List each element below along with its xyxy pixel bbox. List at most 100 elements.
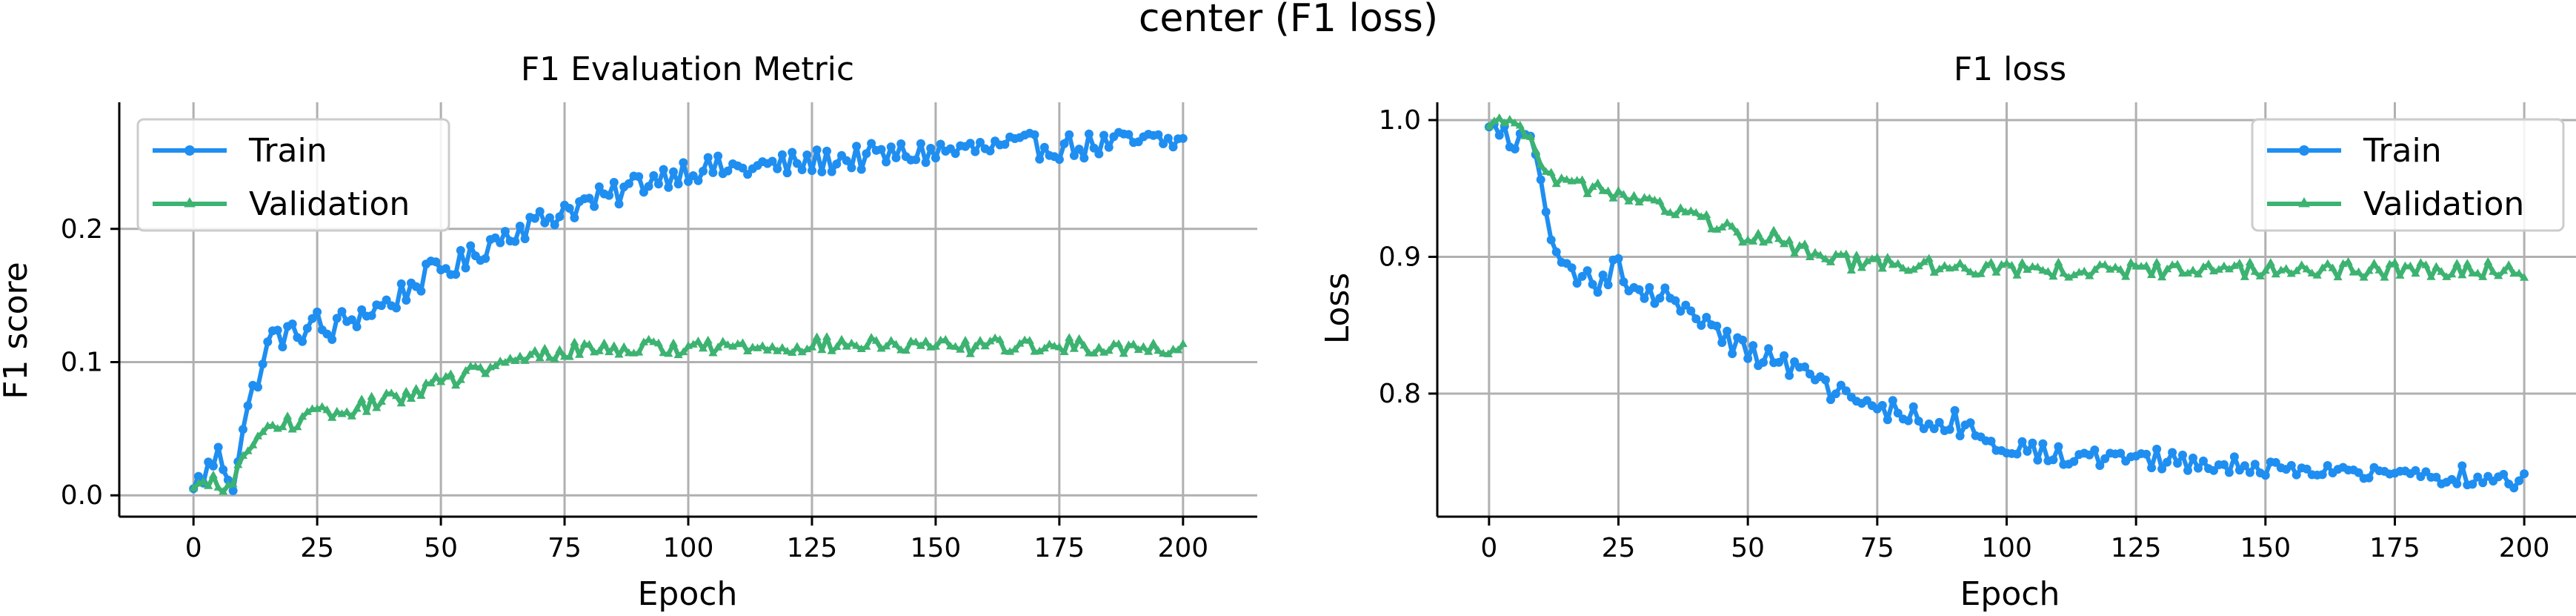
data-point xyxy=(792,159,802,168)
data-point xyxy=(332,406,342,415)
data-point xyxy=(1893,259,1903,267)
data-point xyxy=(2100,260,2110,268)
data-point xyxy=(2369,259,2379,267)
data-point xyxy=(298,411,307,420)
data-point xyxy=(1054,342,1064,351)
data-point xyxy=(797,165,807,174)
data-point xyxy=(1707,224,1717,233)
series-validation xyxy=(1484,113,2529,281)
data-point xyxy=(832,342,842,351)
data-point xyxy=(1877,400,1887,410)
data-point xyxy=(2400,261,2410,270)
data-point xyxy=(713,151,723,161)
data-point xyxy=(1691,208,1701,216)
data-point xyxy=(921,336,931,345)
data-point xyxy=(1826,395,1835,405)
data-point xyxy=(357,305,367,314)
x-tick-label: 50 xyxy=(424,533,458,563)
data-point xyxy=(2520,273,2529,281)
data-point xyxy=(614,199,624,209)
data-point xyxy=(213,443,223,452)
data-point xyxy=(243,446,253,454)
data-point xyxy=(1660,207,1670,215)
data-point xyxy=(1603,186,1613,194)
data-point xyxy=(2421,260,2431,268)
data-point xyxy=(1084,129,1094,139)
data-point xyxy=(1676,306,1685,316)
data-point xyxy=(466,241,476,251)
f1-metric-axes: F1 Evaluation Metric 0 25 50 75 100 125 150 175… xyxy=(0,50,1257,613)
data-point xyxy=(2080,266,2089,275)
data-point xyxy=(931,153,940,163)
y-tick-label: 0.8 xyxy=(1379,379,1421,409)
data-point xyxy=(1671,296,1680,305)
data-point xyxy=(1650,195,1660,204)
data-point xyxy=(965,139,975,148)
data-point xyxy=(2173,259,2183,268)
data-point xyxy=(362,407,371,415)
data-point xyxy=(1629,191,1639,199)
data-point xyxy=(1593,178,1602,187)
data-point xyxy=(2333,272,2343,281)
data-point xyxy=(2168,448,2177,457)
data-point xyxy=(1614,254,1623,263)
data-point xyxy=(283,411,293,420)
data-point xyxy=(1697,321,1706,330)
data-point xyxy=(1079,153,1089,163)
data-point xyxy=(416,286,426,296)
data-point xyxy=(1950,405,1960,415)
data-point xyxy=(1780,239,1789,248)
data-point xyxy=(1163,133,1173,143)
data-point xyxy=(2069,457,2079,466)
data-point xyxy=(1691,314,1701,324)
data-point xyxy=(1960,263,1970,272)
data-point xyxy=(2033,262,2043,271)
data-point xyxy=(1598,271,1608,279)
data-point xyxy=(1940,261,1949,269)
legend-label: Validation xyxy=(249,185,410,223)
legend-marker xyxy=(2298,196,2310,208)
data-point xyxy=(2374,265,2384,274)
data-point xyxy=(1178,339,1188,348)
data-point xyxy=(684,176,693,186)
data-point xyxy=(525,350,535,358)
data-point xyxy=(456,375,465,383)
f1-loss-legend: Train Validation xyxy=(2251,118,2565,232)
data-point xyxy=(228,486,238,495)
data-point xyxy=(219,465,228,474)
data-point xyxy=(1603,280,1613,290)
data-point xyxy=(664,182,673,192)
data-point xyxy=(1551,179,1561,188)
data-point xyxy=(605,347,614,356)
data-point xyxy=(2038,265,2048,274)
data-point xyxy=(1640,294,1649,303)
data-point xyxy=(703,335,713,344)
data-point xyxy=(2364,473,2374,483)
data-point xyxy=(2432,262,2441,270)
data-point xyxy=(1955,258,1965,267)
data-point xyxy=(570,337,579,345)
data-point xyxy=(827,346,836,354)
series-validation xyxy=(189,332,1188,495)
data-point xyxy=(980,341,990,350)
data-point xyxy=(1065,333,1074,341)
data-point xyxy=(2504,260,2514,268)
data-point xyxy=(520,356,530,364)
data-point xyxy=(945,341,955,350)
data-point xyxy=(2054,257,2063,266)
data-point xyxy=(2266,258,2275,266)
data-point xyxy=(1593,288,1602,297)
data-point xyxy=(1976,269,1986,277)
data-point xyxy=(1582,189,1592,197)
data-point xyxy=(2323,461,2332,470)
data-point xyxy=(248,440,258,448)
data-point xyxy=(2152,257,2162,266)
data-point xyxy=(639,188,648,197)
x-tick-label: 175 xyxy=(1034,533,1085,563)
data-point xyxy=(307,314,317,323)
data-point xyxy=(461,263,470,273)
data-point xyxy=(1551,247,1561,256)
f1-metric-ticks: 0 25 50 75 100 125 150 175 200 0.0 0.1 0.2 xyxy=(61,214,1208,563)
data-point xyxy=(2395,271,2405,279)
data-point xyxy=(693,176,703,185)
